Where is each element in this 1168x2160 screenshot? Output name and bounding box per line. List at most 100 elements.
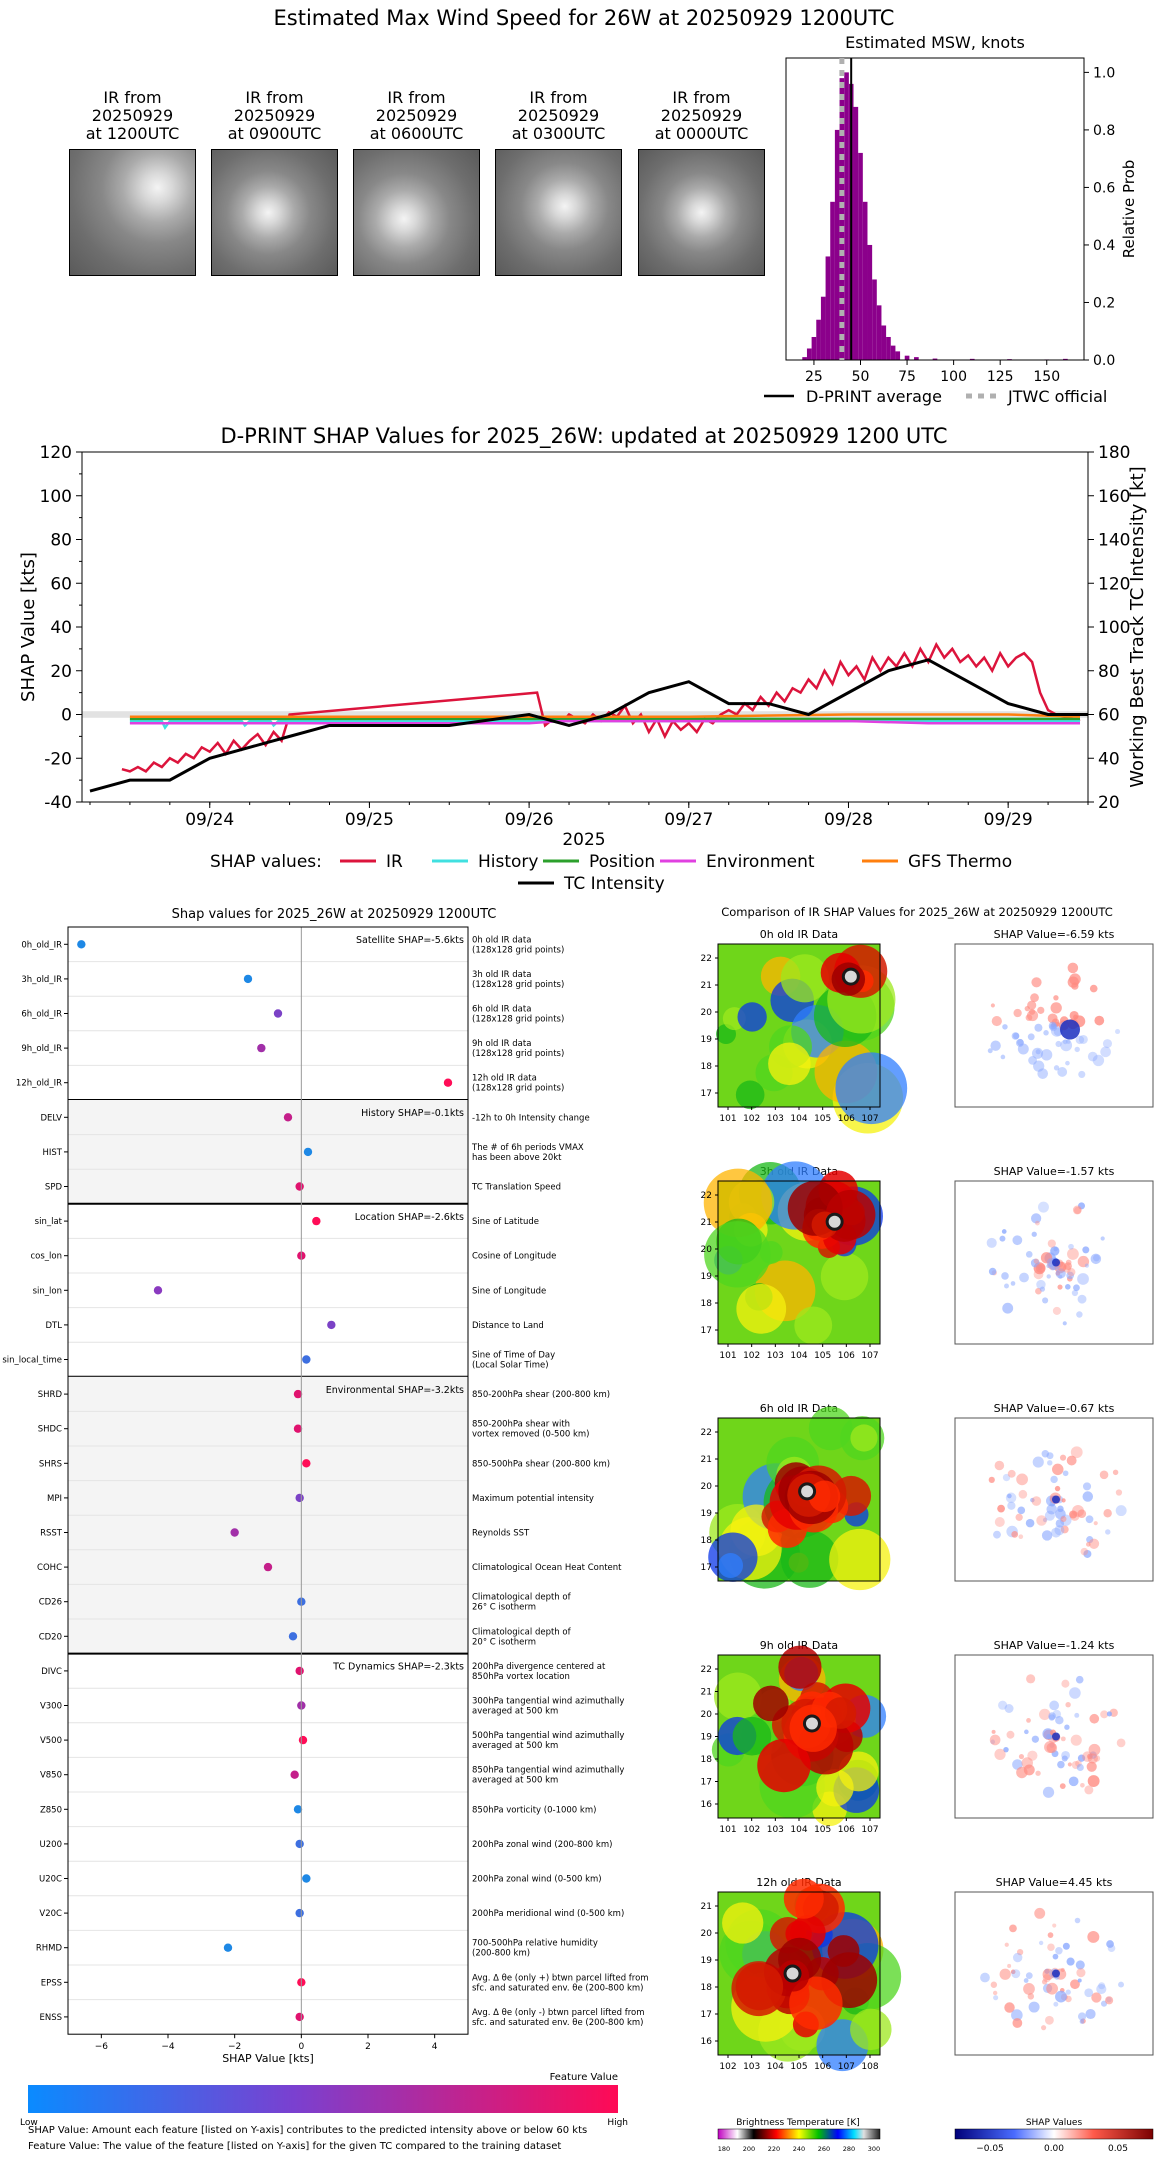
histogram-xtick-label: 75 — [898, 369, 916, 385]
ir-thumbnail-caption: IR from 20250929 at 1200UTC — [69, 89, 196, 145]
note-feature-value: Feature Value: The value of the feature … — [28, 2141, 562, 2152]
feature-value-colorbar — [28, 2085, 618, 2113]
shap-map-speck — [1068, 1243, 1074, 1250]
shap-map-speck — [1001, 1272, 1009, 1280]
feature-name: 12h_old_IR — [16, 1079, 62, 1089]
legend-label: History — [478, 852, 538, 872]
shap-map-speck — [1027, 1033, 1035, 1041]
feature-description: Avg. Δ θe (only +) btwn parcel lifted fr… — [472, 1973, 649, 1983]
bt-colorbar-title: Brightness Temperature [K] — [736, 2118, 860, 2128]
histogram-ytick-label: 1.0 — [1093, 65, 1115, 81]
shap-map-speck — [1042, 1517, 1048, 1523]
shap-map-speck — [1055, 1268, 1066, 1279]
shap-map-speck — [1033, 1258, 1039, 1264]
shap-xtick-label: 09/29 — [984, 810, 1033, 830]
ir-ytick-label: 17 — [701, 1089, 712, 1099]
feature-point — [302, 1874, 311, 1883]
shap-map-speck — [1046, 1504, 1057, 1515]
ir-map-blob — [722, 1902, 764, 1944]
shap-map-speck — [1072, 1504, 1085, 1517]
shap-ylabel: SHAP Value [kts] — [18, 552, 39, 702]
histogram-bar — [881, 325, 887, 360]
msw-histogram: Estimated MSW, knots 25 50 75 100 125 150 0.0 0.… — [764, 33, 1138, 406]
histogram-bar — [895, 351, 901, 360]
shap-ytick-label: 80 — [50, 531, 72, 551]
shap-map-speck — [1066, 1271, 1074, 1280]
shap-colorbar-tick: −0.05 — [976, 2144, 1004, 2154]
feature-description: 850-200hPa shear with — [472, 1420, 570, 1430]
feature-name: RSST — [40, 1529, 63, 1539]
feature-description: 500hPa tangential wind azimuthally — [472, 1731, 624, 1741]
shap-ytick-label: 100 — [40, 487, 72, 507]
legend-label: TC Intensity — [563, 874, 665, 894]
feature-name: sin_lon — [33, 1286, 62, 1296]
histogram-bar — [1063, 358, 1068, 360]
shap-map-speck — [1031, 1047, 1044, 1059]
feature-point — [230, 1528, 239, 1537]
ir-thumbnail-caption: IR from 20250929 at 0900UTC — [211, 89, 338, 145]
feature-description: 0h old IR data — [472, 935, 531, 945]
ir-xtick-label: 107 — [838, 2062, 855, 2072]
shap-map-speck — [1041, 2025, 1047, 2031]
feature-point — [295, 2012, 304, 2022]
feature-xtick-label: −6 — [95, 2042, 109, 2052]
shap-map-speck — [1103, 1509, 1112, 1518]
ir-ytick-label: 18 — [701, 1299, 713, 1309]
shap-map-speck — [1105, 1996, 1114, 2005]
histogram-bar — [872, 279, 877, 360]
histogram-ytick-label: 0.2 — [1093, 295, 1115, 311]
shap-map-speck — [1016, 1473, 1029, 1486]
feature-name: cos_lon — [30, 1252, 62, 1262]
feature-point — [303, 1147, 313, 1157]
shap-map-speck — [1065, 1060, 1070, 1066]
ir-ytick-label: 20 — [701, 1008, 713, 1018]
shap-map-speck — [1043, 1030, 1049, 1036]
ir-thumbnail-image — [211, 149, 338, 276]
shap-map-speck — [1084, 1785, 1094, 1795]
ir-thumbnail-0: IR from 20250929 at 1200UTC — [69, 89, 196, 276]
ir-map-blob — [713, 1672, 762, 1721]
shap-map-speck — [999, 1235, 1006, 1242]
shap-map-speck — [1047, 1013, 1058, 1024]
shap-map-speck — [1069, 1510, 1078, 1519]
shap-map-speck — [1077, 2012, 1087, 2021]
ir-thumbnail-caption: IR from 20250929 at 0300UTC — [495, 89, 622, 145]
shap-xtick-label: 09/25 — [345, 810, 394, 830]
ir-thumbnail-caption-line: 20250929 — [233, 106, 316, 125]
shap-map-speck — [1025, 1014, 1033, 1021]
shap-map-speck — [1052, 1463, 1064, 1476]
ir-map-blob — [704, 1221, 771, 1288]
shap-map-speck — [1060, 1736, 1066, 1742]
ir-ytick-label: 22 — [701, 1428, 712, 1438]
shap-map-speck — [1082, 1246, 1090, 1254]
shap-ytick-label: -40 — [44, 793, 72, 813]
feature-point — [327, 1320, 336, 1330]
feature-description: (128x128 grid points) — [472, 1084, 564, 1094]
feature-description: 200hPa zonal wind (200-800 km) — [472, 1840, 612, 1850]
shap-map-speck — [1034, 1907, 1046, 1919]
feature-description: averaged at 500 km — [472, 1741, 558, 1751]
shap-map-speck — [1078, 1202, 1086, 1210]
histogram-bar — [811, 336, 817, 360]
shap-map-speck — [1018, 1489, 1028, 1499]
ir-map-blob — [820, 1252, 869, 1301]
shap-map-speck — [1011, 2009, 1023, 2021]
histogram-ytick-label: 0.4 — [1093, 238, 1115, 254]
shap-map-speck — [1106, 1940, 1114, 1948]
shap-map-speck — [1091, 1992, 1102, 2003]
shap-map-speck — [988, 1267, 997, 1276]
feature-description: (128x128 grid points) — [472, 945, 564, 955]
shap-map-speck — [1077, 1978, 1082, 1983]
shap-map-speck — [1047, 1239, 1056, 1248]
ir-ytick-label: 22 — [701, 1191, 712, 1201]
legend-label: GFS Thermo — [908, 852, 1012, 872]
feature-point — [302, 1355, 311, 1364]
shap-map-speck — [1027, 1993, 1035, 2000]
shap-map-speck — [1068, 1776, 1079, 1787]
shap-map-speck — [1082, 1482, 1092, 1491]
shap-map-speck — [1019, 1272, 1029, 1283]
feature-point — [293, 1389, 303, 1399]
feature-description: sfc. and saturated env. θe (200-800 km) — [472, 1983, 644, 1993]
feature-name: CD20 — [39, 1632, 62, 1642]
feature-point — [290, 1770, 299, 1779]
